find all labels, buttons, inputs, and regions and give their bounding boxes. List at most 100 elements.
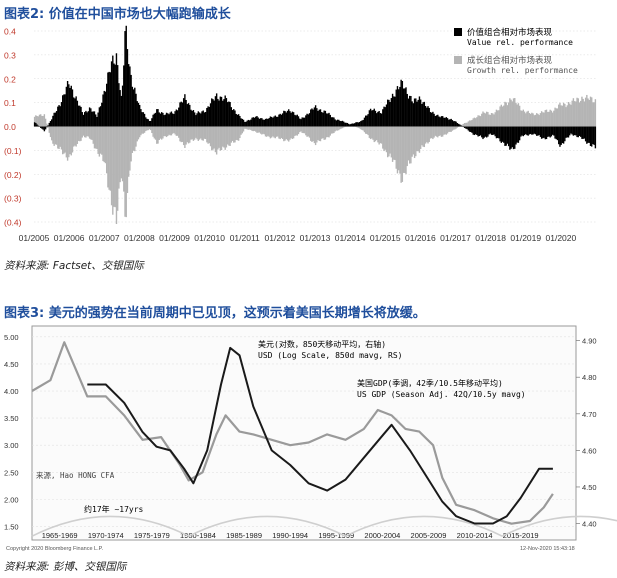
growth-series-bar (343, 126, 345, 128)
value-series-bar (582, 126, 584, 139)
growth-series-bar (383, 126, 385, 152)
value-series-bar (311, 108, 313, 127)
value-series-bar (467, 126, 470, 131)
value-series-bar (558, 126, 560, 145)
value-series-bar (438, 116, 440, 127)
value-series-bar (207, 106, 209, 127)
growth-series-bar (152, 126, 154, 137)
growth-series-bar (509, 98, 511, 127)
value-series-bar (80, 106, 82, 127)
value-series-bar (356, 122, 358, 127)
growth-series-bar (191, 126, 193, 140)
value-series-bar (488, 126, 490, 135)
value-series-bar (520, 126, 522, 137)
value-series-bar (186, 104, 189, 127)
value-series-bar (529, 126, 532, 134)
value-series-bar (120, 95, 123, 127)
value-series-bar (470, 126, 472, 133)
value-series-bar (182, 98, 185, 127)
x-tick-label: 2005-2009 (411, 531, 447, 540)
value-series-bar (102, 94, 104, 127)
value-series-bar (428, 107, 430, 127)
growth-series-bar (472, 118, 474, 127)
value-series-bar (340, 121, 342, 127)
value-series-bar (60, 102, 63, 127)
right-tick-label: 4.80 (582, 373, 597, 382)
growth-series-bar (532, 113, 534, 127)
growth-series-bar (114, 126, 116, 208)
value-series-bar (479, 126, 482, 136)
x-tick-label: 01/2018 (475, 233, 506, 243)
growth-series-bar (299, 126, 301, 133)
growth-series-bar (235, 126, 237, 140)
value-series-bar (588, 126, 590, 143)
growth-series-bar (537, 113, 539, 127)
growth-series-bar (424, 126, 427, 144)
value-series-bar (562, 126, 565, 144)
value-series-bar (189, 104, 191, 127)
growth-series-bar (527, 110, 529, 127)
growth-series-bar (138, 126, 141, 138)
value-series-bar (110, 61, 113, 127)
growth-series-bar (211, 126, 213, 151)
value-series-bar (478, 126, 481, 137)
value-series-bar (241, 118, 244, 127)
value-series-bar (135, 93, 137, 127)
value-series-bar (471, 126, 473, 133)
value-series-bar (173, 114, 175, 127)
value-series-bar (65, 86, 68, 127)
growth-series-bar (452, 126, 455, 130)
value-series-bar (165, 112, 168, 127)
value-series-bar (235, 113, 237, 127)
value-series-bar (354, 123, 356, 127)
value-series-bar (357, 122, 360, 127)
growth-series-bar (374, 126, 377, 142)
growth-series-bar (594, 99, 597, 127)
value-series-bar (267, 119, 269, 127)
value-series-bar (429, 112, 432, 127)
growth-series-bar (512, 98, 515, 127)
value-series-bar (185, 99, 187, 127)
value-series-bar (589, 126, 592, 147)
growth-series-bar (167, 126, 169, 137)
growth-series-bar (408, 126, 411, 164)
growth-series-bar (40, 114, 42, 127)
growth-series-bar (272, 126, 274, 137)
growth-series-bar (391, 126, 394, 162)
growth-series-bar (335, 126, 338, 131)
value-series-bar (157, 109, 159, 127)
growth-series-bar (190, 126, 192, 140)
value-series-bar (211, 98, 213, 127)
value-series-bar (228, 101, 230, 127)
value-series-bar (63, 94, 65, 127)
gdp-line (31, 341, 554, 525)
growth-series-bar (357, 126, 360, 128)
x-tick-label: 01/2020 (546, 233, 577, 243)
value-series-bar (466, 126, 468, 130)
value-series-bar (174, 111, 176, 127)
left-tick-label: 5.00 (4, 333, 19, 342)
growth-series-bar (560, 105, 562, 127)
growth-series-bar (467, 121, 470, 127)
growth-series-bar (198, 126, 201, 140)
growth-series-bar (572, 98, 575, 127)
value-series-bar (296, 114, 298, 127)
value-series-bar (401, 80, 404, 127)
growth-series-bar (584, 97, 587, 127)
value-series-bar (218, 100, 220, 127)
growth-series-bar (125, 126, 127, 218)
value-series-bar (280, 114, 283, 127)
value-series-bar (587, 126, 589, 143)
growth-series-bar (363, 126, 366, 133)
value-series-bar (255, 116, 257, 127)
growth-series-bar (101, 126, 103, 155)
value-series-bar (59, 106, 61, 127)
growth-series-bar (140, 126, 142, 136)
growth-series-bar (455, 126, 457, 129)
value-series-bar (109, 72, 112, 127)
value-series-bar (422, 102, 424, 127)
growth-series-bar (422, 126, 424, 147)
growth-series-bar (571, 100, 573, 127)
y-tick-label: 0.4 (4, 27, 16, 37)
growth-series-bar (196, 126, 198, 140)
